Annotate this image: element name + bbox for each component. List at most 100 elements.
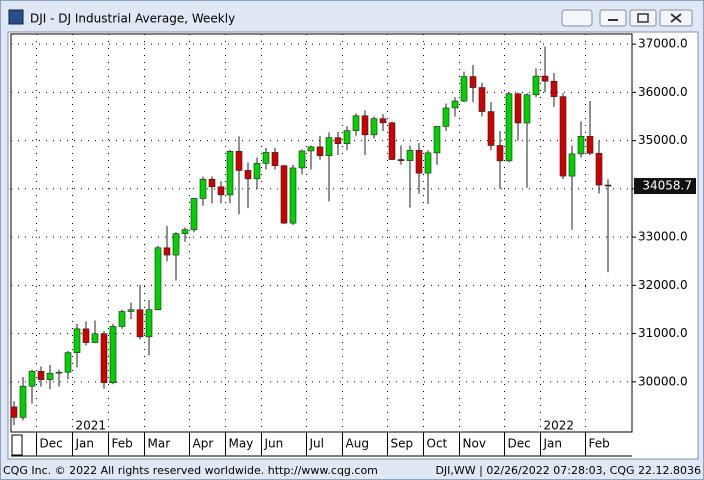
candle-body <box>334 137 342 145</box>
candle-body <box>298 150 306 169</box>
candle-body <box>280 165 288 224</box>
candle-body <box>406 150 414 161</box>
y-tick-label: 31000.0 <box>638 326 688 340</box>
y-tick-label: 33000.0 <box>638 230 688 244</box>
candle-body <box>109 326 117 383</box>
candle-body <box>550 80 558 97</box>
candle-body <box>541 75 549 82</box>
y-tick-label: 37000.0 <box>638 37 688 51</box>
candle-body <box>253 163 261 180</box>
x-tick-label: Dec <box>40 437 63 451</box>
candle-body <box>10 406 18 418</box>
candle-body <box>28 371 36 387</box>
candle-body <box>325 137 333 157</box>
candle-body <box>352 115 360 131</box>
candle-body <box>460 76 468 102</box>
candle-body <box>64 352 72 373</box>
footer-right: DJI,WW | 02/26/2022 07:28:03, CQG 22.12.… <box>435 464 701 477</box>
candle-body <box>154 247 162 310</box>
candle-body <box>46 372 54 380</box>
candle-body <box>91 333 99 343</box>
candle-body <box>199 178 207 199</box>
app-icon <box>8 9 24 25</box>
candle-body <box>127 309 135 312</box>
candle-body <box>388 122 396 160</box>
candle-body <box>172 233 180 256</box>
x-tick-label: Feb <box>589 437 610 451</box>
candle-body <box>82 328 90 343</box>
candle-body <box>244 170 252 180</box>
candle-body <box>190 198 198 231</box>
candle-body <box>523 94 531 124</box>
x-tick-label: Jul <box>309 437 324 451</box>
candle-body <box>433 126 441 154</box>
candle-body <box>487 111 495 146</box>
candle-body <box>136 309 144 338</box>
candle-body <box>163 247 171 256</box>
candle-body <box>577 135 585 155</box>
candle-body <box>208 178 216 188</box>
last-price-label: 34058.7 <box>642 179 692 193</box>
year-label: 2022 <box>544 419 575 433</box>
candle-body <box>532 75 540 96</box>
footer-left: CQG Inc. © 2022 All rights reserved worl… <box>3 464 378 477</box>
candle-body <box>37 371 45 380</box>
year-label: 2021 <box>76 419 107 433</box>
y-tick-label: 32000.0 <box>638 278 688 292</box>
candle-body <box>514 93 522 124</box>
y-tick-label: 30000.0 <box>638 374 688 388</box>
candle-body <box>226 151 234 196</box>
candle-body <box>505 93 513 162</box>
x-tick-label: Aug <box>346 437 369 451</box>
candle-body <box>604 184 612 187</box>
x-tick-label: Dec <box>508 437 531 451</box>
x-tick-label: Oct <box>427 437 448 451</box>
candle-body <box>595 152 603 186</box>
y-tick-label: 35000.0 <box>638 133 688 147</box>
candle-body <box>496 145 504 162</box>
x-tick-label: Nov <box>463 437 486 451</box>
x-tick-label: Jan <box>543 437 563 451</box>
candle-body <box>559 96 567 177</box>
candle-body <box>55 371 63 374</box>
candle-body <box>100 333 108 383</box>
candle-body <box>442 107 450 127</box>
candle-body <box>397 159 405 161</box>
candle-body <box>361 115 369 136</box>
close-glyph <box>670 13 682 23</box>
candle-body <box>262 152 270 164</box>
plot-layer: 30000.031000.032000.033000.034000.035000… <box>10 34 696 456</box>
candle-body <box>217 186 225 196</box>
candle-body <box>478 87 486 112</box>
x-tick-label: Sep <box>391 437 414 451</box>
candle-body <box>118 311 126 327</box>
maximize-glyph <box>637 13 649 23</box>
candle-body <box>343 130 351 145</box>
candle-body <box>145 309 153 338</box>
candle-body <box>271 152 279 167</box>
candle-body <box>379 118 387 124</box>
candle-body <box>415 150 423 174</box>
maximize-button[interactable] <box>629 9 657 27</box>
x-tick-label: Jan <box>75 437 95 451</box>
x-tick-label: May <box>229 437 254 451</box>
candle-body <box>316 146 324 157</box>
x-tick-label: Jun <box>264 437 284 451</box>
window-title: DJI - DJ Industrial Average, Weekly <box>30 12 235 26</box>
x-tick-label: Feb <box>112 437 133 451</box>
candle-body <box>469 76 477 88</box>
candle-body <box>289 167 297 224</box>
scroll-handle[interactable] <box>11 434 23 456</box>
candle-body <box>451 100 459 109</box>
candle-body <box>235 151 243 171</box>
link-button[interactable] <box>561 9 593 27</box>
x-tick-label: Apr <box>193 437 214 451</box>
candle-body <box>181 229 189 234</box>
candle-body <box>307 146 315 152</box>
x-tick-label: Mar <box>148 437 171 451</box>
minimize-button[interactable] <box>599 9 627 27</box>
candle-body <box>73 328 81 353</box>
candle-body <box>568 153 576 177</box>
candle-body <box>19 385 27 418</box>
